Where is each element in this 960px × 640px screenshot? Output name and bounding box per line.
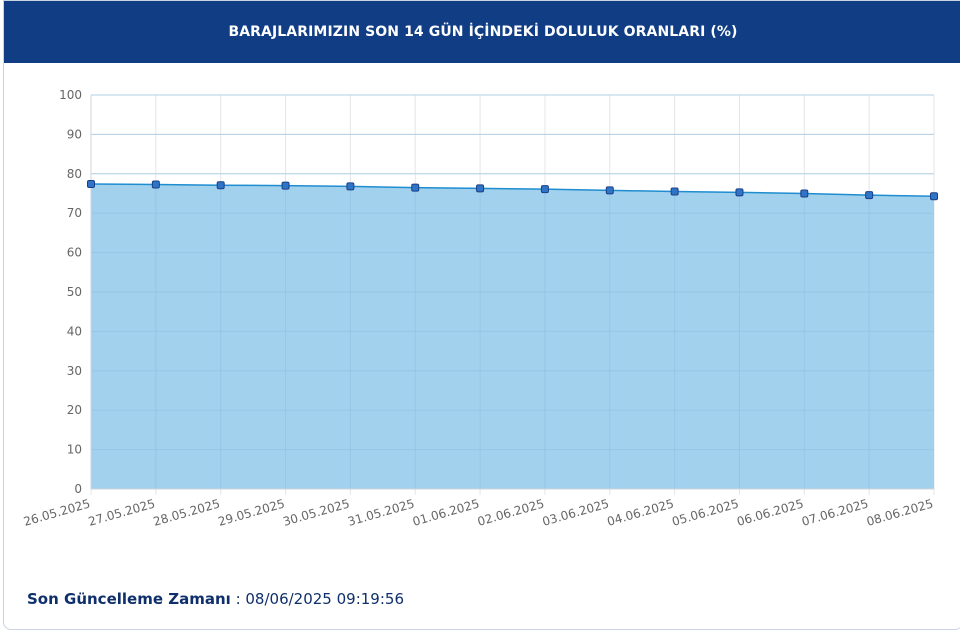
last-update: Son Güncelleme Zamanı : 08/06/2025 09:19…	[27, 590, 404, 608]
last-update-label: Son Güncelleme Zamanı	[27, 590, 231, 608]
last-update-separator: :	[230, 590, 246, 608]
x-tick-label: 28.05.2025	[152, 496, 222, 528]
chart-title: BARAJLARIMIZIN SON 14 GÜN İÇİNDEKİ DOLUL…	[228, 24, 738, 40]
x-tick-label: 07.06.2025	[800, 496, 870, 528]
data-point-marker	[281, 181, 290, 190]
y-tick-label: 60	[67, 246, 82, 260]
data-point-marker	[476, 184, 485, 193]
data-point-marker	[605, 186, 614, 195]
data-point-marker	[151, 180, 160, 189]
x-tick-label: 06.06.2025	[735, 496, 805, 528]
data-point-marker	[216, 181, 225, 190]
y-tick-label: 40	[67, 324, 82, 338]
y-tick-label: 50	[67, 285, 82, 299]
data-point-marker	[735, 188, 744, 197]
area-chart: 0 10 20 30 40 50 60 70 80 90 100 26.05.202527.05.20…	[22, 88, 938, 529]
x-tick-label: 08.06.2025	[865, 496, 935, 528]
x-tick-label: 05.06.2025	[670, 496, 740, 528]
y-tick-label: 90	[67, 127, 82, 141]
data-point-marker	[411, 183, 420, 192]
data-point-marker	[800, 189, 809, 198]
x-tick-label: 26.05.2025	[22, 496, 92, 528]
y-tick-label: 10	[67, 443, 82, 457]
series-area	[91, 184, 934, 489]
y-tick-label: 0	[74, 482, 82, 496]
data-point-marker	[930, 192, 938, 201]
x-tick-label: 01.06.2025	[411, 496, 481, 528]
x-tick-label: 03.06.2025	[541, 496, 611, 528]
y-tick-label: 80	[67, 167, 82, 181]
data-point-marker	[865, 191, 874, 200]
dam-occupancy-card: BARAJLARIMIZIN SON 14 GÜN İÇİNDEKİ DOLUL…	[3, 0, 960, 630]
last-update-value: 08/06/2025 09:19:56	[245, 590, 404, 608]
x-tick-label: 30.05.2025	[281, 496, 351, 528]
x-tick-label: 02.06.2025	[476, 496, 546, 528]
chart-header: BARAJLARIMIZIN SON 14 GÜN İÇİNDEKİ DOLUL…	[4, 1, 960, 63]
data-point-marker	[670, 187, 679, 196]
series-line	[90, 183, 935, 198]
data-point-marker	[87, 180, 95, 189]
y-tick-label: 20	[67, 403, 82, 417]
x-tick-label: 04.06.2025	[606, 496, 676, 528]
data-point-marker	[346, 182, 355, 191]
x-tick-label: 31.05.2025	[346, 496, 416, 528]
data-point-marker	[540, 185, 549, 194]
y-tick-label: 100	[59, 88, 82, 102]
x-tick-label: 29.05.2025	[216, 496, 286, 528]
x-tick-label: 27.05.2025	[87, 496, 157, 528]
y-tick-label: 30	[67, 364, 82, 378]
y-tick-label: 70	[67, 206, 82, 220]
